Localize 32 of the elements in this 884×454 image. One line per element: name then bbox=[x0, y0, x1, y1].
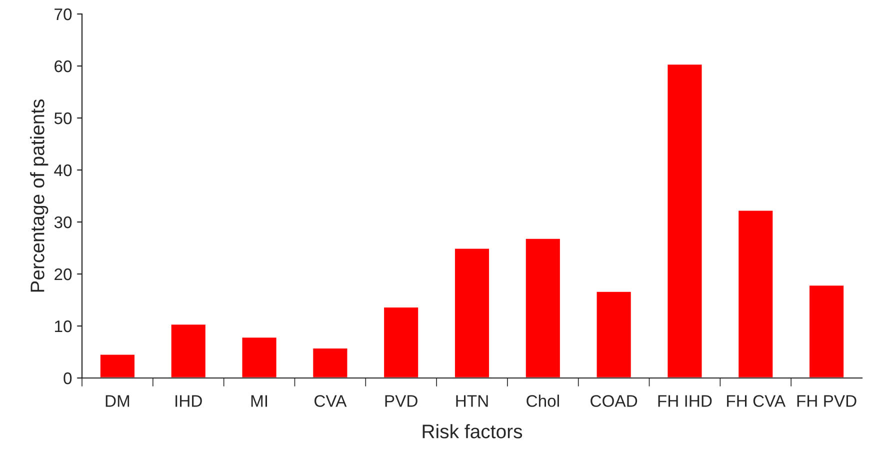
bar bbox=[382, 306, 420, 378]
bar bbox=[666, 63, 704, 378]
bar bbox=[454, 247, 490, 378]
y-tick-label: 20 bbox=[54, 268, 72, 280]
x-tick-label: FH CVA bbox=[727, 395, 786, 407]
x-tick-label: CVA bbox=[314, 395, 347, 407]
x-tick-label: FH IHD bbox=[658, 395, 712, 407]
bar bbox=[737, 209, 774, 378]
x-tick-label: MI bbox=[251, 395, 267, 407]
x-tick-label: DM bbox=[106, 395, 130, 407]
bar bbox=[595, 290, 632, 378]
x-tick-label: COAD bbox=[590, 395, 638, 407]
bar bbox=[240, 336, 278, 378]
x-tick-label: HTN bbox=[456, 395, 488, 407]
bar bbox=[524, 237, 562, 378]
x-tick-label: FH PVD bbox=[797, 395, 856, 407]
bar bbox=[312, 347, 349, 378]
x-tick-label: PVD bbox=[385, 395, 418, 407]
y-tick-label: 50 bbox=[54, 112, 72, 124]
y-tick-label: 60 bbox=[54, 60, 72, 72]
y-tick-label: 70 bbox=[54, 8, 72, 20]
y-tick-label: 10 bbox=[55, 320, 72, 332]
y-tick-label: 30 bbox=[54, 216, 72, 228]
x-tick-label: Chol bbox=[526, 394, 559, 407]
y-tick-label: 0 bbox=[64, 372, 72, 384]
bar bbox=[170, 323, 207, 378]
x-tick-label: IHD bbox=[176, 395, 202, 407]
y-axis-title: Percentage of patients bbox=[30, 99, 48, 292]
bar bbox=[808, 284, 845, 378]
x-axis-title: Risk factors bbox=[422, 424, 522, 438]
bar bbox=[99, 353, 136, 378]
y-tick-label: 40 bbox=[54, 164, 72, 176]
